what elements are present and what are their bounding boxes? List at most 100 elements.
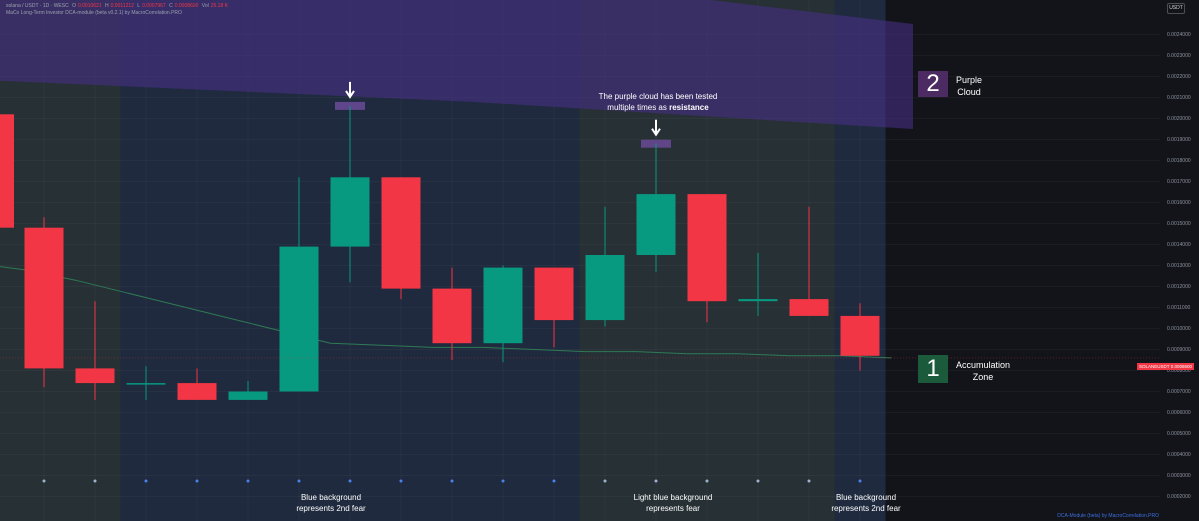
high-label: H	[105, 3, 109, 9]
y-tick-label: 0.0012000	[1167, 283, 1191, 290]
close-value: 0.0008600	[174, 3, 199, 9]
purple-cloud	[0, 0, 913, 129]
signal-dot	[246, 479, 250, 483]
signal-dot	[144, 479, 148, 483]
candle-3	[126, 383, 166, 385]
footer-credit[interactable]: DCA-Module (beta) by MacroCorrelation.PR…	[1057, 513, 1159, 519]
bg2-line-2: represents fear	[646, 504, 700, 513]
candle-15	[738, 299, 778, 302]
open-label: O	[72, 3, 76, 9]
signal-dot	[501, 479, 505, 483]
y-tick-label: 0.0011000	[1167, 304, 1191, 311]
signal-dot	[756, 479, 760, 483]
y-tick-label: 0.0023000	[1167, 52, 1191, 59]
candle-6	[279, 246, 319, 392]
signal-dot	[297, 479, 301, 483]
candle-13	[636, 194, 676, 255]
y-tick-label: 0.0010000	[1167, 325, 1191, 332]
y-tick-label: 0.0019000	[1167, 136, 1191, 143]
moving-average-line	[0, 266, 892, 359]
current-price-label: SOLANEUSDT 0.0008600	[1137, 363, 1194, 370]
accumulation-zone-label: Accumulation Zone	[950, 359, 1016, 383]
arrow-down-icon	[345, 90, 355, 99]
y-tick-label: 0.0015000	[1167, 220, 1191, 227]
y-tick-label: 0.0004000	[1167, 451, 1191, 458]
signal-dot	[654, 479, 658, 483]
candle-1	[24, 227, 64, 369]
light-blue-background-annotation: Light blue background represents fear	[608, 492, 738, 514]
signal-dot	[552, 479, 556, 483]
accumulation-zone-label-line-1: Accumulation	[955, 360, 1011, 370]
close-label: C	[169, 3, 173, 9]
resistance-bold: resistance	[669, 103, 709, 112]
purple-cloud-badge: 2	[918, 71, 948, 97]
y-tick-label: 0.0016000	[1167, 199, 1191, 206]
bg2-line-1: Light blue background	[633, 493, 713, 502]
indicator-line[interactable]: MaCo Long-Term Investor DCA-module (beta…	[6, 10, 182, 16]
price-label-value: 0.0008600	[1170, 364, 1192, 369]
candle-10	[483, 267, 523, 344]
signal-dot	[807, 479, 811, 483]
signal-dot	[93, 479, 97, 483]
bg3-line-1: Blue background	[835, 493, 897, 502]
price-label-symbol: SOLANEUSDT	[1139, 364, 1170, 369]
bg1-line-1: Blue background	[300, 493, 362, 502]
y-tick-label: 0.0017000	[1167, 178, 1191, 185]
currency-button[interactable]: USDT	[1167, 3, 1185, 14]
candle-2	[75, 368, 115, 384]
open-value: 0.0010621	[77, 3, 102, 9]
chart-header-ohlc: solana / USDT · 1D · WESC O 0.0010621 H 0.…	[6, 3, 230, 9]
purple-cloud-label: Purple Cloud	[950, 74, 988, 98]
blue-background-annotation-1: Blue background represents 2nd fear	[271, 492, 391, 514]
y-tick-label: 0.0009000	[1167, 346, 1191, 353]
resistance-line-1: The purple cloud has been tested	[598, 92, 718, 101]
candle-12	[585, 255, 625, 321]
signal-dot	[42, 479, 46, 483]
accumulation-zone-badge: 1	[918, 355, 948, 383]
y-tick-label: 0.0020000	[1167, 115, 1191, 122]
y-tick-label: 0.0006000	[1167, 409, 1191, 416]
candle-7	[330, 177, 370, 247]
candle-9	[432, 288, 472, 344]
signal-dot	[399, 479, 403, 483]
y-tick-label: 0.0007000	[1167, 388, 1191, 395]
signal-dot	[603, 479, 607, 483]
bg1-line-2: represents 2nd fear	[296, 504, 366, 513]
low-value: 0.0007967	[142, 3, 166, 9]
purple-cloud-label-line-2: Cloud	[957, 87, 981, 97]
y-tick-label: 0.0024000	[1167, 31, 1191, 38]
y-tick-label: 0.0005000	[1167, 430, 1191, 437]
y-tick-label: 0.0008000	[1167, 367, 1191, 374]
volume-label: Vol	[201, 3, 209, 9]
y-tick-label: 0.0013000	[1167, 262, 1191, 269]
y-tick-label: 0.0021000	[1167, 94, 1191, 101]
blue-background-annotation-2: Blue background represents 2nd fear	[806, 492, 926, 514]
purple-cloud-label-line-1: Purple	[955, 75, 982, 85]
symbol-line: solana / USDT · 1D · WESC	[6, 3, 69, 9]
signal-dot	[348, 479, 352, 483]
volume-value: 25.18 K	[210, 3, 228, 9]
candle-17	[840, 315, 880, 356]
y-tick-label: 0.0002000	[1167, 493, 1191, 500]
accumulation-zone-label-line-2: Zone	[972, 372, 994, 382]
signal-dot	[705, 479, 709, 483]
candle-8	[381, 177, 421, 289]
candle-4	[177, 383, 217, 400]
candle-14	[687, 194, 727, 302]
high-value: 0.0011212	[110, 3, 134, 9]
y-tick-label: 0.0003000	[1167, 472, 1191, 479]
resistance-line-2: multiple times as	[607, 103, 667, 112]
candle-16	[789, 299, 829, 316]
candle-5	[228, 391, 268, 400]
bg3-line-2: represents 2nd fear	[831, 504, 901, 513]
candle-0	[0, 114, 14, 228]
signal-dot	[195, 479, 199, 483]
low-label: L	[137, 3, 141, 9]
candle-11	[534, 267, 574, 321]
y-tick-label: 0.0018000	[1167, 157, 1191, 164]
signal-dot	[858, 479, 862, 483]
y-tick-label: 0.0014000	[1167, 241, 1191, 248]
signal-dot	[450, 479, 454, 483]
y-tick-label: 0.0022000	[1167, 73, 1191, 80]
